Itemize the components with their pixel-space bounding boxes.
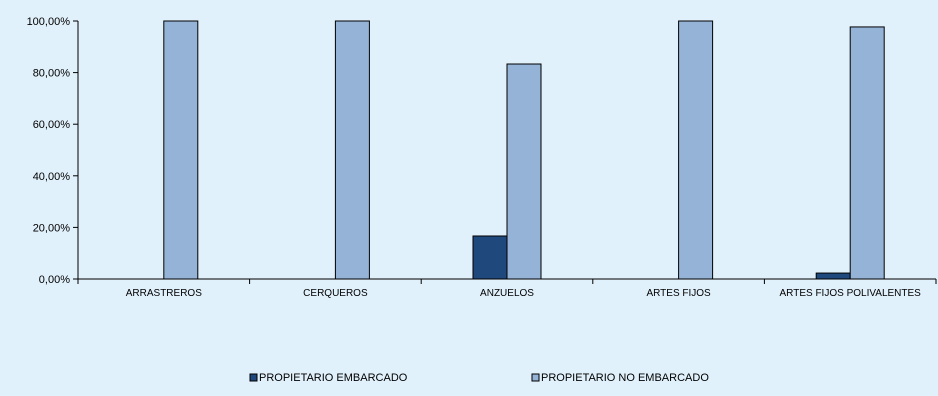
y-tick-label: 60,00% [33,119,71,131]
legend-label: PROPIETARIO NO EMBARCADO [541,372,709,384]
x-category-label: ANZUELOS [480,288,534,299]
bar-propietario-embarcado [815,272,851,280]
x-category-label: CERQUEROS [303,288,368,299]
legend-label: PROPIETARIO EMBARCADO [259,372,408,384]
bar-propietario-no-embarcado [849,26,885,280]
x-category-label: ARRASTREROS [126,288,202,299]
y-tick-label: 40,00% [33,171,71,183]
x-category-label: ARTES FIJOS [646,288,711,299]
bar-propietario-no-embarcado [334,20,370,280]
x-category-label: ARTES FIJOS POLIVALENTES [780,288,922,299]
y-tick-label: 0,00% [39,274,70,286]
y-tick-label: 20,00% [33,222,71,234]
legend-swatch [249,373,258,382]
y-tick-label: 80,00% [33,68,71,80]
legend-swatch [531,373,540,382]
bar-propietario-embarcado [472,235,508,280]
bar-propietario-no-embarcado [506,63,542,280]
bar-propietario-no-embarcado [163,20,199,280]
y-tick-label: 100,00% [27,16,71,28]
bar-propietario-no-embarcado [678,20,714,280]
